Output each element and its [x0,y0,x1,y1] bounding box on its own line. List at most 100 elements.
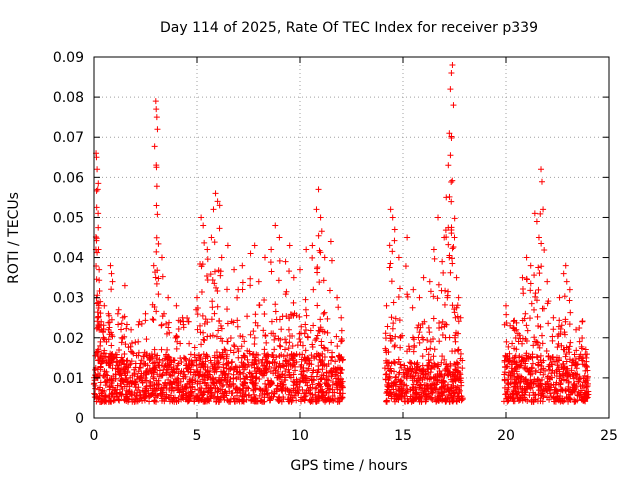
data-point [198,341,205,348]
data-point [420,371,427,378]
plot-frame [93,56,610,419]
data-point [210,380,217,387]
data-point [136,375,143,382]
data-point [180,375,187,382]
data-point [395,294,402,301]
data-point [580,385,587,392]
data-point [161,398,168,405]
data-point [534,313,541,320]
data-point [395,254,402,261]
data-point [135,352,142,359]
data-point [240,397,247,404]
data-point [217,335,224,342]
data-point [92,385,99,392]
data-point [302,321,309,328]
data-point [429,389,436,396]
data-point [191,397,198,404]
data-point [426,278,433,285]
data-point [104,372,111,379]
data-point [153,234,160,241]
data-point [261,296,268,303]
data-point [449,302,456,309]
data-point [136,318,143,325]
data-point [517,378,524,385]
data-point [391,226,398,233]
data-point [108,270,115,277]
data-point [278,351,285,358]
data-point [142,360,149,367]
data-point [551,358,558,365]
data-point [147,355,154,362]
data-point [200,222,207,229]
data-point [282,385,289,392]
data-point [119,314,126,321]
data-point [538,240,545,247]
data-point [197,329,204,336]
data-point [185,397,192,404]
data-point [204,246,211,253]
data-point [262,385,269,392]
data-point [314,269,321,276]
data-point [204,353,211,360]
data-point [272,308,279,315]
data-point [425,324,432,331]
data-point [251,242,258,249]
data-point [541,246,548,253]
data-point [127,343,134,350]
data-point [554,362,561,369]
data-point [550,314,557,321]
data-point [97,379,104,386]
data-point [573,347,580,354]
data-point [152,392,159,399]
data-point [501,377,508,384]
data-point [92,391,99,398]
y-tick-label: 0.02 [53,331,84,347]
data-point [220,361,227,368]
data-point [204,389,211,396]
y-tick-label: 0.03 [53,291,84,307]
data-point [412,396,419,403]
data-point [571,351,578,358]
data-point [436,319,443,326]
data-point [317,316,324,323]
data-point [185,318,192,325]
data-point [563,344,570,351]
data-point [209,298,216,305]
data-point [265,381,272,388]
data-point [557,330,564,337]
data-point [299,351,306,358]
data-point [431,346,438,353]
data-point [111,397,118,404]
data-point [192,354,199,361]
data-point [570,381,577,388]
data-point [298,368,305,375]
data-point [315,232,322,239]
data-point [404,293,411,300]
data-point [261,254,268,261]
data-point [271,336,278,343]
data-point [296,313,303,320]
data-point [535,361,542,368]
data-point [97,384,104,391]
y-tick-label: 0.01 [53,371,84,387]
data-point [566,349,573,356]
data-point [395,371,402,378]
data-point [153,114,160,121]
data-point [251,360,258,367]
data-point [227,366,234,373]
data-point [323,369,330,376]
data-point [155,362,162,369]
data-point [447,152,454,159]
data-point [449,177,456,184]
data-point [252,319,259,326]
data-point [173,345,180,352]
data-point [505,343,512,350]
data-point [269,351,276,358]
data-point [562,353,569,360]
data-point [185,389,192,396]
data-point [558,322,565,329]
data-point [320,277,327,284]
data-point [262,332,269,339]
data-point [174,333,181,340]
data-point [456,389,463,396]
